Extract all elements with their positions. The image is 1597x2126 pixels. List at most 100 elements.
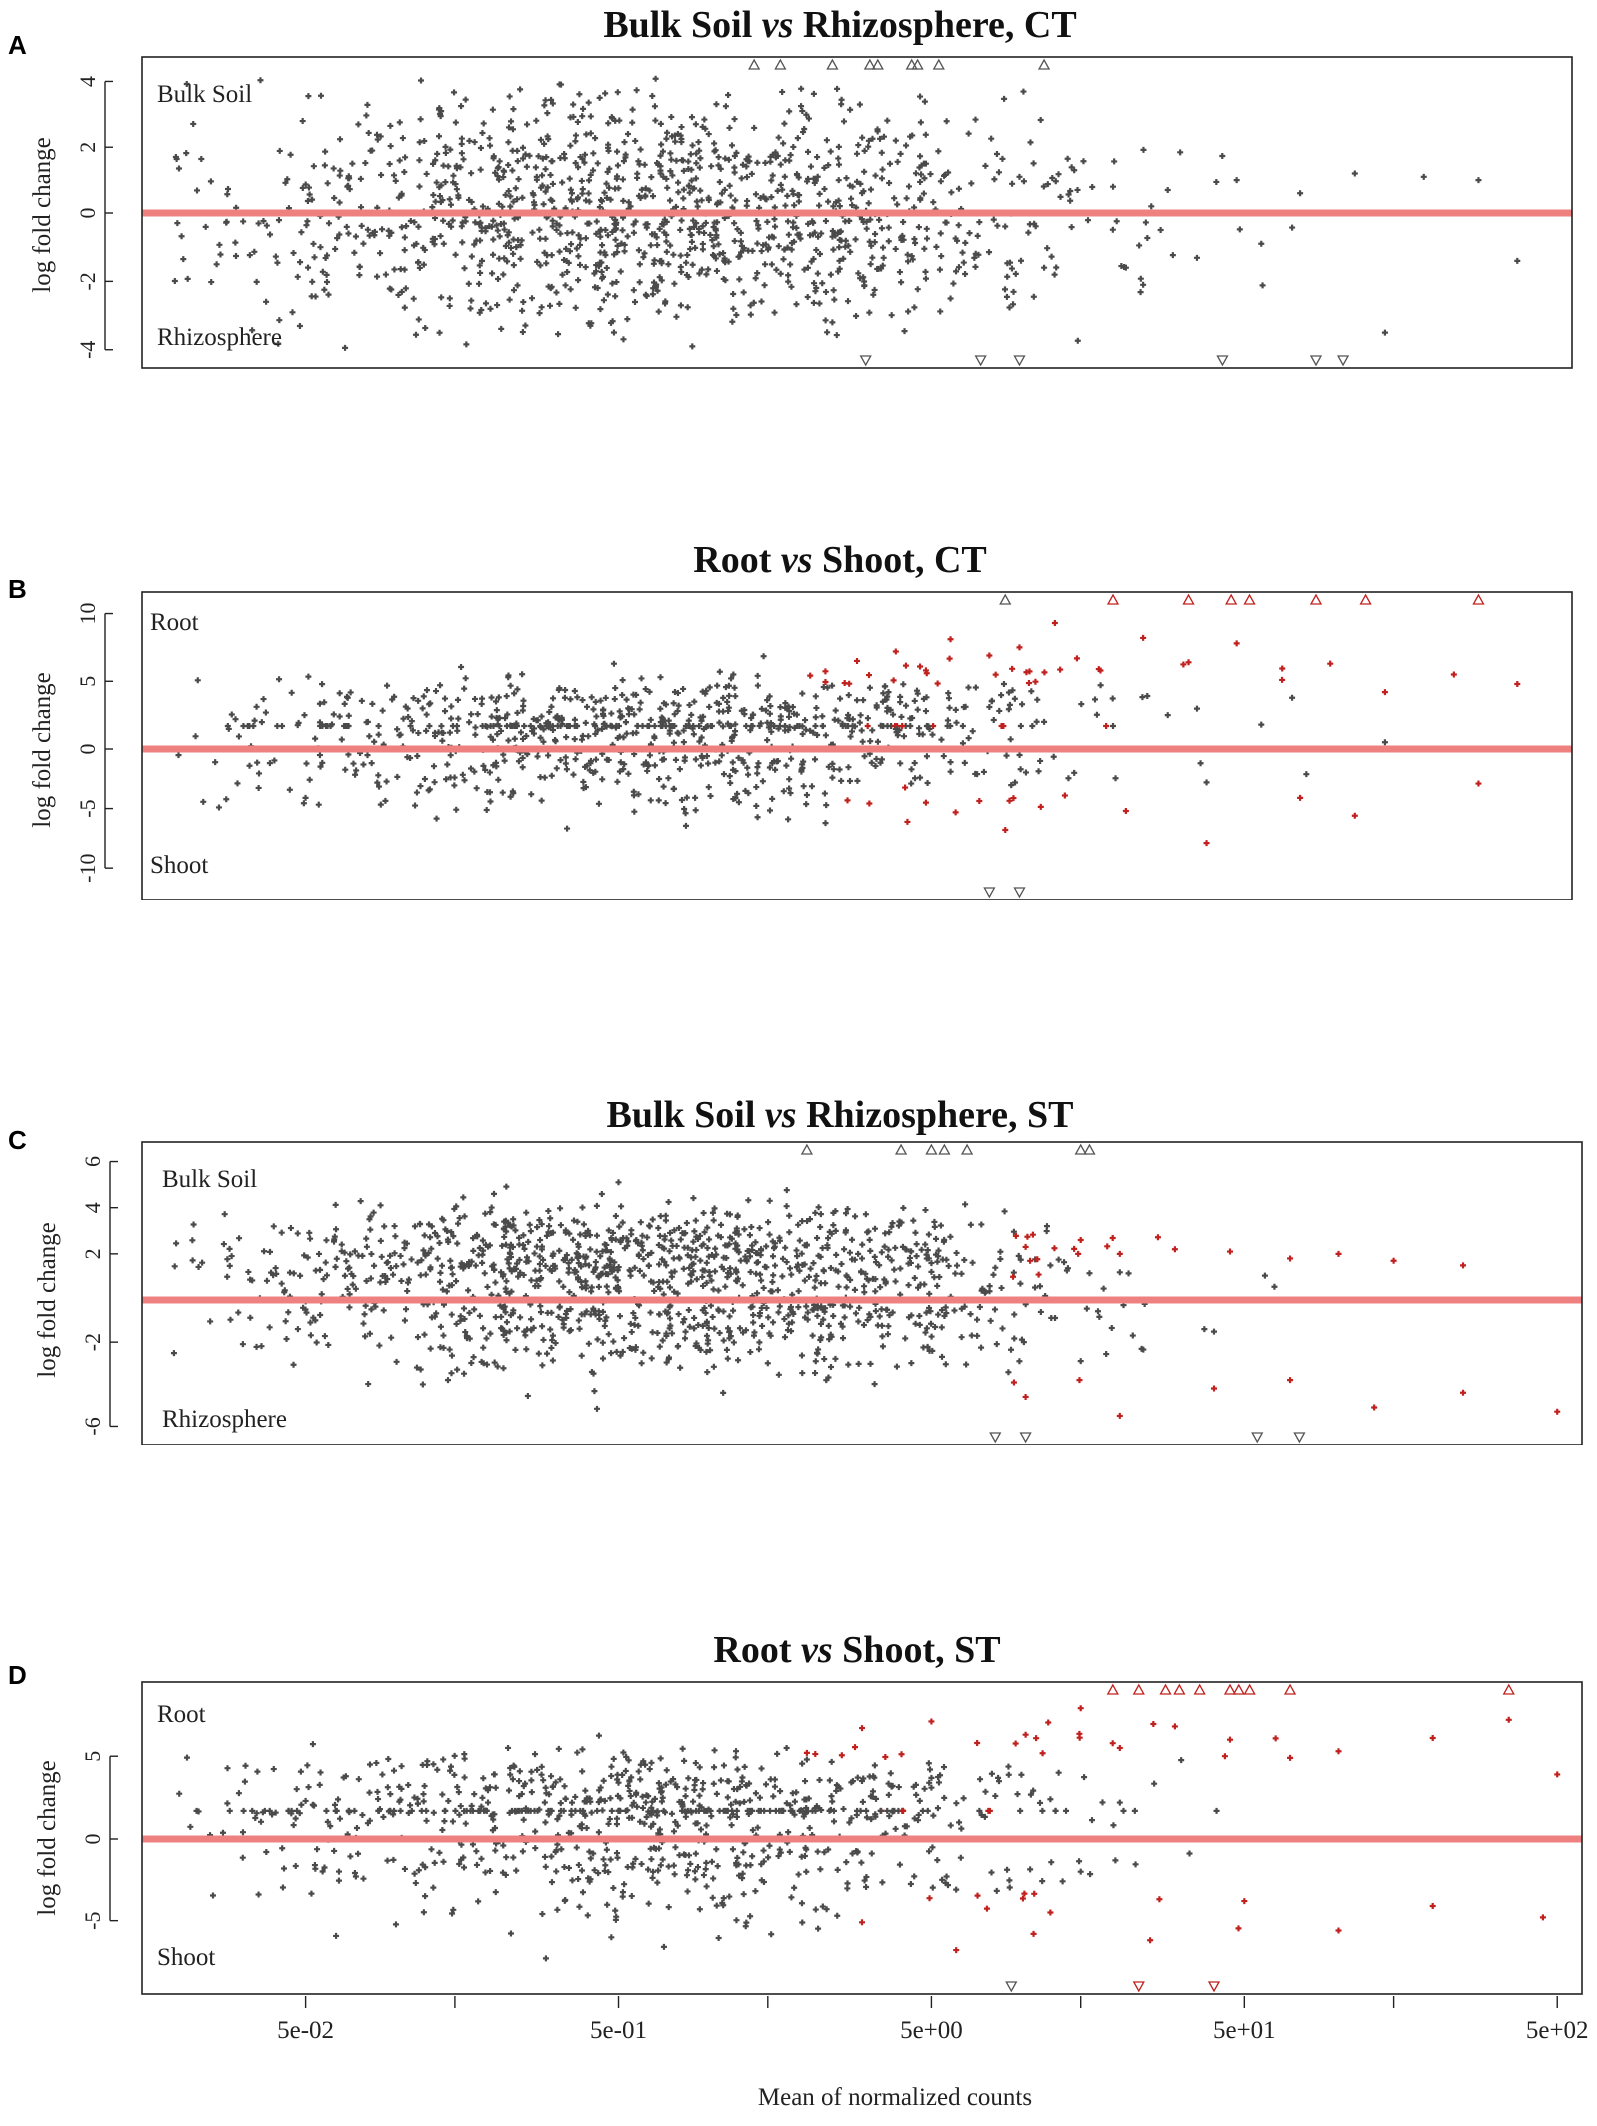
data-point <box>798 1352 805 1359</box>
data-point <box>637 146 644 153</box>
data-point <box>468 1258 475 1265</box>
data-point <box>754 270 761 277</box>
data-point <box>1074 337 1081 344</box>
data-point <box>408 1256 415 1263</box>
data-point <box>369 700 376 707</box>
data-point <box>549 180 556 187</box>
data-point <box>360 761 367 768</box>
data-point <box>972 263 979 270</box>
data-point <box>897 699 904 706</box>
data-point <box>400 715 407 722</box>
data-point <box>648 1355 655 1362</box>
data-point <box>886 1813 893 1820</box>
data-point <box>578 1278 585 1285</box>
data-point <box>1083 1305 1090 1312</box>
data-point <box>317 1311 324 1318</box>
data-point <box>1010 1273 1017 1280</box>
data-point <box>593 756 600 763</box>
data-point <box>575 277 582 284</box>
data-point <box>821 1849 828 1856</box>
data-point <box>719 723 726 730</box>
data-point <box>323 271 330 278</box>
data-point <box>788 755 795 762</box>
data-point <box>1051 271 1058 278</box>
data-point <box>486 135 493 142</box>
data-point <box>510 106 517 113</box>
data-point <box>549 223 556 230</box>
data-point <box>582 1261 589 1268</box>
data-point <box>993 1887 1000 1894</box>
data-point <box>704 1224 711 1231</box>
data-point <box>420 693 427 700</box>
data-point <box>991 176 998 183</box>
data-point <box>892 1244 899 1251</box>
data-point <box>705 784 712 791</box>
data-point <box>604 232 611 239</box>
data-point <box>374 273 381 280</box>
data-point <box>769 1253 776 1260</box>
data-point <box>416 157 423 164</box>
data-point <box>576 241 583 248</box>
data-point <box>685 1307 692 1314</box>
off-scale-marker <box>894 1143 908 1155</box>
data-point <box>829 1798 836 1805</box>
data-point <box>678 217 685 224</box>
data-point <box>379 707 386 714</box>
data-point <box>739 1774 746 1781</box>
data-point <box>739 1282 746 1289</box>
data-point <box>659 221 666 228</box>
data-point <box>1460 1262 1467 1269</box>
data-point <box>542 166 549 173</box>
data-point <box>691 1325 698 1332</box>
data-point <box>1026 668 1033 675</box>
data-point <box>568 1256 575 1263</box>
data-point <box>938 736 945 743</box>
data-point <box>448 1282 455 1289</box>
data-point <box>868 242 875 249</box>
data-point <box>917 774 924 781</box>
data-point <box>321 286 328 293</box>
data-point <box>799 1370 806 1377</box>
data-point <box>1211 1328 1217 1335</box>
y-tick-label: 10 <box>75 603 100 625</box>
data-point <box>943 1873 950 1880</box>
data-point <box>403 1306 410 1313</box>
data-point <box>911 697 918 704</box>
data-point <box>636 279 643 286</box>
data-point <box>903 1246 910 1253</box>
data-point <box>548 703 555 710</box>
data-point <box>383 1259 390 1266</box>
data-point <box>632 137 639 144</box>
data-point <box>341 700 348 707</box>
data-point <box>732 728 739 735</box>
data-point <box>414 1334 421 1341</box>
data-point <box>677 1364 684 1371</box>
data-point <box>379 1771 386 1778</box>
data-point <box>825 162 832 169</box>
data-point <box>621 241 628 248</box>
data-point <box>426 722 433 729</box>
data-point <box>773 758 780 765</box>
data-point <box>202 223 209 230</box>
data-point <box>1027 1791 1034 1798</box>
data-point <box>507 1250 514 1257</box>
data-point <box>374 779 381 786</box>
data-point <box>447 146 454 153</box>
data-point <box>599 776 606 783</box>
data-point <box>453 186 460 193</box>
data-point <box>664 129 671 136</box>
data-point <box>224 1765 231 1772</box>
data-point <box>533 717 540 724</box>
data-point <box>582 1255 589 1262</box>
data-point <box>471 695 478 702</box>
data-point <box>1109 695 1116 702</box>
data-point <box>276 147 283 154</box>
data-point <box>1074 186 1081 193</box>
data-point <box>341 1249 348 1256</box>
data-point <box>934 1805 941 1812</box>
data-point <box>497 727 504 734</box>
data-point <box>531 725 538 732</box>
data-point <box>743 1258 750 1265</box>
data-point <box>511 735 518 742</box>
data-point <box>888 1257 895 1264</box>
